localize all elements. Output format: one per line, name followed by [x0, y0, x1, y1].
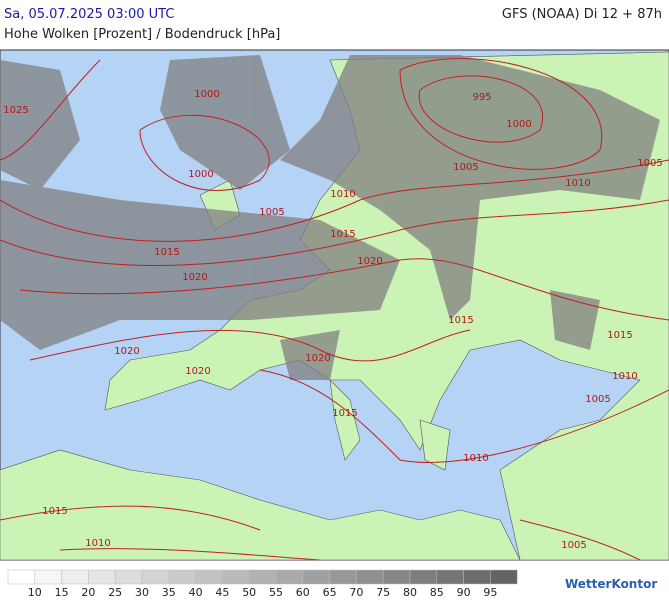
- legend-swatch: [248, 569, 277, 585]
- legend-swatch: [436, 569, 464, 585]
- isobar-label: 1015: [330, 229, 355, 240]
- legend-swatch: [382, 569, 411, 585]
- legend-swatch: [329, 569, 357, 585]
- legend-swatch: [356, 569, 384, 585]
- isobar-label: 1015: [154, 247, 179, 258]
- isobar-label: 1015: [332, 408, 357, 419]
- isobar-label: 1025: [3, 105, 28, 116]
- legend-label: 75: [376, 586, 390, 599]
- isobar-label: 1020: [185, 366, 210, 377]
- legend-swatch: [168, 569, 196, 585]
- legend-label: 80: [403, 586, 417, 599]
- legend-swatch: [7, 569, 36, 585]
- isobar-label: 1000: [194, 89, 219, 100]
- isobar-label: 1020: [305, 353, 330, 364]
- isobar-label: 1015: [607, 330, 632, 341]
- datetime: Sa, 05.07.2025 03:00 UTC: [4, 7, 174, 22]
- legend-label: 30: [135, 586, 149, 599]
- legend-label: 15: [55, 586, 69, 599]
- legend-label: 45: [215, 586, 229, 599]
- legend-label: 70: [349, 586, 363, 599]
- legend-swatch: [61, 569, 89, 585]
- legend-swatch: [222, 569, 250, 585]
- isobar-label: 1005: [637, 158, 662, 169]
- legend-label: 10: [28, 586, 42, 599]
- legend-label: 35: [162, 586, 176, 599]
- legend: 10 15 20 25 30 35 40 45 50 55 60 65 70 75 80 85 90 95: [7, 569, 518, 599]
- isobar-label: 1005: [561, 540, 586, 551]
- legend-label: 20: [81, 586, 95, 599]
- legend-swatch: [88, 569, 116, 585]
- isobar-label: 1005: [585, 394, 610, 405]
- legend-label: 65: [323, 586, 337, 599]
- isobar-label: 1020: [357, 256, 382, 267]
- legend-label: 55: [269, 586, 283, 599]
- legend-label: 85: [430, 586, 444, 599]
- isobar-label: 1015: [42, 506, 67, 517]
- isobar-label: 1010: [85, 538, 110, 549]
- legend-swatch: [463, 569, 491, 585]
- legend-swatch: [490, 569, 518, 585]
- isobar-label: 1010: [565, 178, 590, 189]
- legend-label: 90: [457, 586, 471, 599]
- model: GFS (NOAA) Di 12 + 87h: [502, 7, 662, 22]
- map: 1000 995 1000 1025 1000 1005 1005 1010 1010 1005 1…: [0, 49, 669, 561]
- isobar-label: 1010: [612, 371, 637, 382]
- legend-swatch: [195, 569, 223, 585]
- legend-swatch: [302, 569, 330, 585]
- logo: WetterKontor: [565, 577, 657, 591]
- legend-swatch: [141, 569, 170, 585]
- isobar-label: 1005: [453, 162, 478, 173]
- isobar-label: 1005: [259, 207, 284, 218]
- isobar-label: 1000: [188, 169, 213, 180]
- isobar-label: 1020: [182, 272, 207, 283]
- isobar-label: 1010: [330, 189, 355, 200]
- isobar-label: 1015: [448, 315, 473, 326]
- isobar-label: 995: [472, 92, 491, 103]
- legend-swatch: [34, 569, 62, 585]
- legend-label: 60: [296, 586, 310, 599]
- subtitle: Hohe Wolken [Prozent] / Bodendruck [hPa]: [4, 27, 280, 42]
- legend-swatch: [275, 569, 304, 585]
- isobar-label: 1000: [506, 119, 531, 130]
- isobar-label: 1010: [463, 453, 488, 464]
- legend-label: 50: [242, 586, 256, 599]
- legend-label: 95: [483, 586, 497, 599]
- isobar-label: 1020: [114, 346, 139, 357]
- legend-swatch: [409, 569, 438, 585]
- legend-label: 25: [108, 586, 122, 599]
- legend-label: 40: [189, 586, 203, 599]
- legend-swatch: [114, 569, 143, 585]
